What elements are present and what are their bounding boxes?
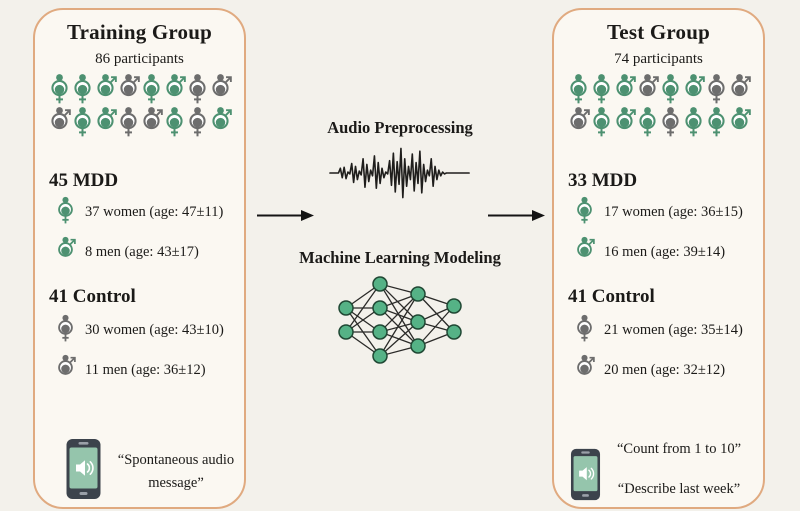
female-person-glyph [165, 107, 183, 137]
male-person-glyph [96, 107, 117, 130]
training-control-women-label: 30 women (age: 43±10) [85, 321, 224, 338]
female-person-glyph [592, 107, 610, 137]
male-person-glyph [638, 74, 659, 97]
training-control-men-row: 11 men (age: 36±12) [55, 354, 206, 386]
female-person-glyph [119, 107, 137, 137]
training-mdd-men-label: 8 men (age: 43±17) [85, 243, 199, 260]
female-gender-person-icon [55, 195, 76, 229]
male-person-glyph [58, 236, 76, 257]
neural-network-icon [338, 276, 462, 364]
test-control-heading: 41 Control [568, 286, 655, 307]
female-person-glyph [684, 107, 702, 137]
male-gender-person-icon [574, 353, 595, 387]
test-control-women-row: 21 women (age: 35±14) [574, 314, 743, 346]
female-person-glyph [592, 74, 610, 104]
test-participants-count: 74 participants [614, 51, 703, 67]
male-person-glyph [142, 107, 163, 130]
test-group-title: Test Group [607, 20, 710, 44]
training-participants-count: 86 participants [95, 51, 184, 67]
female-person-glyph [58, 196, 73, 224]
female-person-glyph [73, 107, 91, 137]
female-gender-person-icon [55, 313, 76, 347]
smartphone-speaker-glyph [570, 448, 601, 501]
machine-learning-title: Machine Learning Modeling [299, 248, 501, 267]
training-mdd-women-row: 37 women (age: 47±11) [55, 196, 223, 228]
male-person-glyph [211, 74, 232, 97]
training-control-women-row: 30 women (age: 43±10) [55, 314, 224, 346]
female-person-glyph [707, 107, 725, 137]
training-group-panel: Training Group 86 participants [33, 8, 246, 509]
test-group-panel: Test Group 74 participants [552, 8, 765, 509]
smartphone-speaker-icon [65, 438, 102, 505]
test-mdd-men-row: 16 men (age: 39±14) [574, 236, 725, 268]
page-bottom-margin [0, 511, 800, 518]
male-person-glyph [615, 74, 636, 97]
male-person-glyph [615, 107, 636, 130]
female-gender-person-icon [574, 313, 595, 347]
female-person-glyph [707, 74, 725, 104]
test-mdd-women-label: 17 women (age: 36±15) [604, 203, 743, 220]
training-pictogram-row-1 [35, 72, 244, 104]
female-person-glyph [638, 107, 656, 137]
male-person-glyph [684, 74, 705, 97]
male-person-glyph [577, 354, 595, 375]
female-person-glyph [661, 107, 679, 137]
test-mdd-men-label: 16 men (age: 39±14) [604, 243, 726, 260]
female-person-glyph [58, 314, 73, 342]
flow-arrow-right-icon [488, 210, 545, 221]
training-audio-task: “Spontaneous audio message” [65, 438, 240, 505]
female-person-glyph [50, 74, 68, 104]
male-person-glyph [730, 74, 751, 97]
test-pictogram-row-2 [554, 105, 763, 137]
male-person-glyph [730, 107, 751, 130]
training-control-men-label: 11 men (age: 36±12) [85, 361, 206, 378]
female-person-glyph [73, 74, 91, 104]
test-mdd-heading: 33 MDD [568, 170, 638, 191]
female-person-glyph [577, 314, 592, 342]
test-task-quote-2: “Describe last week” [617, 481, 741, 497]
female-person-glyph [142, 74, 160, 104]
test-task-quote-1: “Count from 1 to 10” [616, 441, 742, 457]
female-person-glyph [569, 74, 587, 104]
male-person-glyph [577, 236, 595, 257]
test-control-men-row: 20 men (age: 32±12) [574, 354, 725, 386]
male-person-glyph [96, 74, 117, 97]
test-pictogram-row-1 [554, 72, 763, 104]
male-person-glyph [58, 354, 76, 375]
smartphone-speaker-glyph [66, 439, 101, 499]
audio-preprocessing-title: Audio Preprocessing [327, 118, 473, 137]
smartphone-speaker-icon [570, 448, 601, 506]
training-pictogram-row-2 [35, 105, 244, 137]
male-person-glyph [211, 107, 232, 130]
audio-waveform-icon [329, 147, 470, 199]
test-mdd-women-row: 17 women (age: 36±15) [574, 196, 743, 228]
female-person-glyph [188, 74, 206, 104]
training-group-title: Training Group [67, 20, 212, 44]
flow-arrow-left-icon [257, 210, 314, 221]
training-control-heading: 41 Control [49, 286, 136, 307]
test-control-men-label: 20 men (age: 32±12) [604, 361, 726, 378]
male-person-glyph [165, 74, 186, 97]
female-gender-person-icon [574, 195, 595, 229]
training-mdd-men-row: 8 men (age: 43±17) [55, 236, 199, 268]
male-gender-person-icon [55, 353, 76, 387]
male-person-glyph [50, 107, 71, 130]
test-control-women-label: 21 women (age: 35±14) [604, 321, 743, 338]
training-task-quote: “Spontaneous audio message” [117, 452, 235, 491]
male-gender-person-icon [574, 235, 595, 269]
male-person-glyph [569, 107, 590, 130]
female-person-glyph [661, 74, 679, 104]
female-person-glyph [188, 107, 206, 137]
training-mdd-women-label: 37 women (age: 47±11) [85, 203, 224, 220]
female-person-glyph [577, 196, 592, 224]
male-person-glyph [119, 74, 140, 97]
training-mdd-heading: 45 MDD [49, 170, 119, 191]
male-gender-person-icon [55, 235, 76, 269]
